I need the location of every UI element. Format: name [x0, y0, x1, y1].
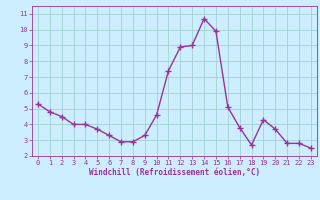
X-axis label: Windchill (Refroidissement éolien,°C): Windchill (Refroidissement éolien,°C): [89, 168, 260, 177]
